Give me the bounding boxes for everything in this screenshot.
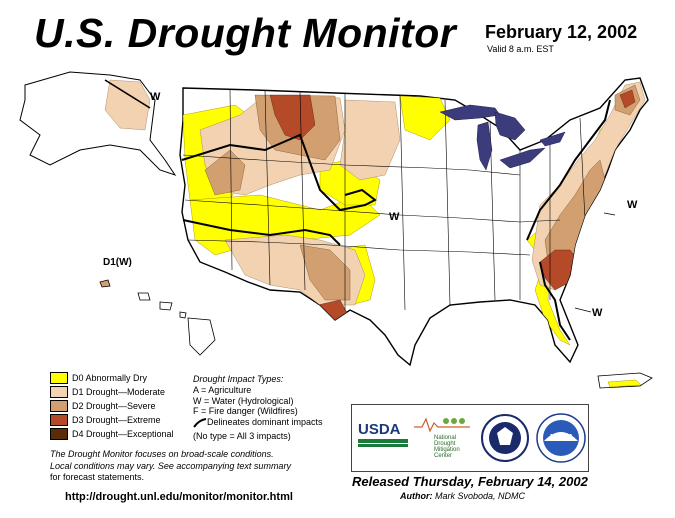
impact-w: W = Water (Hydrological) [193,395,294,406]
impact-note: (No type = All 3 impacts) [193,430,291,441]
release-date: Released Thursday, February 14, 2002 [352,474,588,489]
agency-logos: USDA National Drought Mitigation Center … [351,404,589,472]
usda-text: USDA [358,421,401,438]
impact-types: Drought Impact Types: A = Agriculture W … [193,374,323,442]
source-link[interactable]: http://drought.unl.edu/monitor/monitor.h… [65,491,293,503]
noaa-text: NOAA [550,433,574,442]
label-w-northwest: W [150,91,161,103]
impact-line-label: Delineates dominant impacts [207,417,323,428]
impact-title: Drought Impact Types: [193,374,284,384]
legend-label: D3 Drought—Extreme [72,415,161,425]
label-w-plains: W [389,211,400,223]
puerto-rico-overlay [597,372,653,389]
legend-label: D4 Drought—Exceptional [72,429,174,439]
impact-f: F = Fire danger (Wildfires) [193,406,298,417]
legend-label: D1 Drought—Moderate [72,387,166,397]
author-name: Mark Svoboda, NDMC [435,491,526,501]
usda-logo: USDA [358,421,408,451]
label-w-northeast: W [627,199,638,211]
drought-map: W W W W D1(W) [19,71,649,367]
legend-label: D2 Drought—Severe [72,401,156,411]
impact-a: A = Agriculture [193,384,252,395]
great-lakes [439,104,566,171]
legend-item-d0: D0 Abnormally Dry [50,371,174,385]
valid-time: Valid 8 a.m. EST [487,44,554,54]
note-line-3: for forecast statements. [50,472,145,482]
impact-line-icon [193,417,207,428]
legend-item-d3: D3 Drought—Extreme [50,413,174,427]
commerce-seal-icon [481,414,529,462]
hawaii [99,279,216,356]
label-hawaii: D1(W) [103,257,132,268]
label-w-southeast: W [592,307,603,319]
author-label: Author: [400,491,433,501]
impact-line-row: Delineates dominant impacts [193,417,323,428]
legend-item-d1: D1 Drought—Moderate [50,385,174,399]
disclaimer-note: The Drought Monitor focuses on broad-sca… [50,449,291,484]
ndmc-text-1: National [434,435,457,441]
legend: D0 Abnormally Dry D1 Drought—Moderate D2… [50,371,174,441]
legend-swatch [50,372,68,384]
map-date: February 12, 2002 [485,22,638,42]
legend-item-d2: D2 Drought—Severe [50,399,174,413]
alaska [19,71,177,176]
legend-swatch [50,428,68,440]
legend-label: D0 Abnormally Dry [72,373,148,383]
ndmc-text-2: Drought [434,441,456,447]
ndmc-logo: National Drought Mitigation Center [412,415,472,465]
note-line-1: The Drought Monitor focuses on broad-sca… [50,449,274,459]
ndmc-text-3: Mitigation [434,447,460,453]
legend-item-d4: D4 Drought—Exceptional [50,427,174,441]
legend-swatch [50,386,68,398]
page-title: U.S. Drought Monitor [34,10,457,56]
impact-boundaries [181,99,611,341]
legend-swatch [50,400,68,412]
ndmc-text-4: Center [434,453,453,459]
legend-swatch [50,414,68,426]
state-borders [182,89,586,311]
note-line-2: Local conditions may vary. See accompany… [50,460,291,471]
author: Author: Mark Svoboda, NDMC [400,491,525,501]
noaa-logo: NOAA [536,413,586,463]
ndmc-icon [414,417,470,433]
